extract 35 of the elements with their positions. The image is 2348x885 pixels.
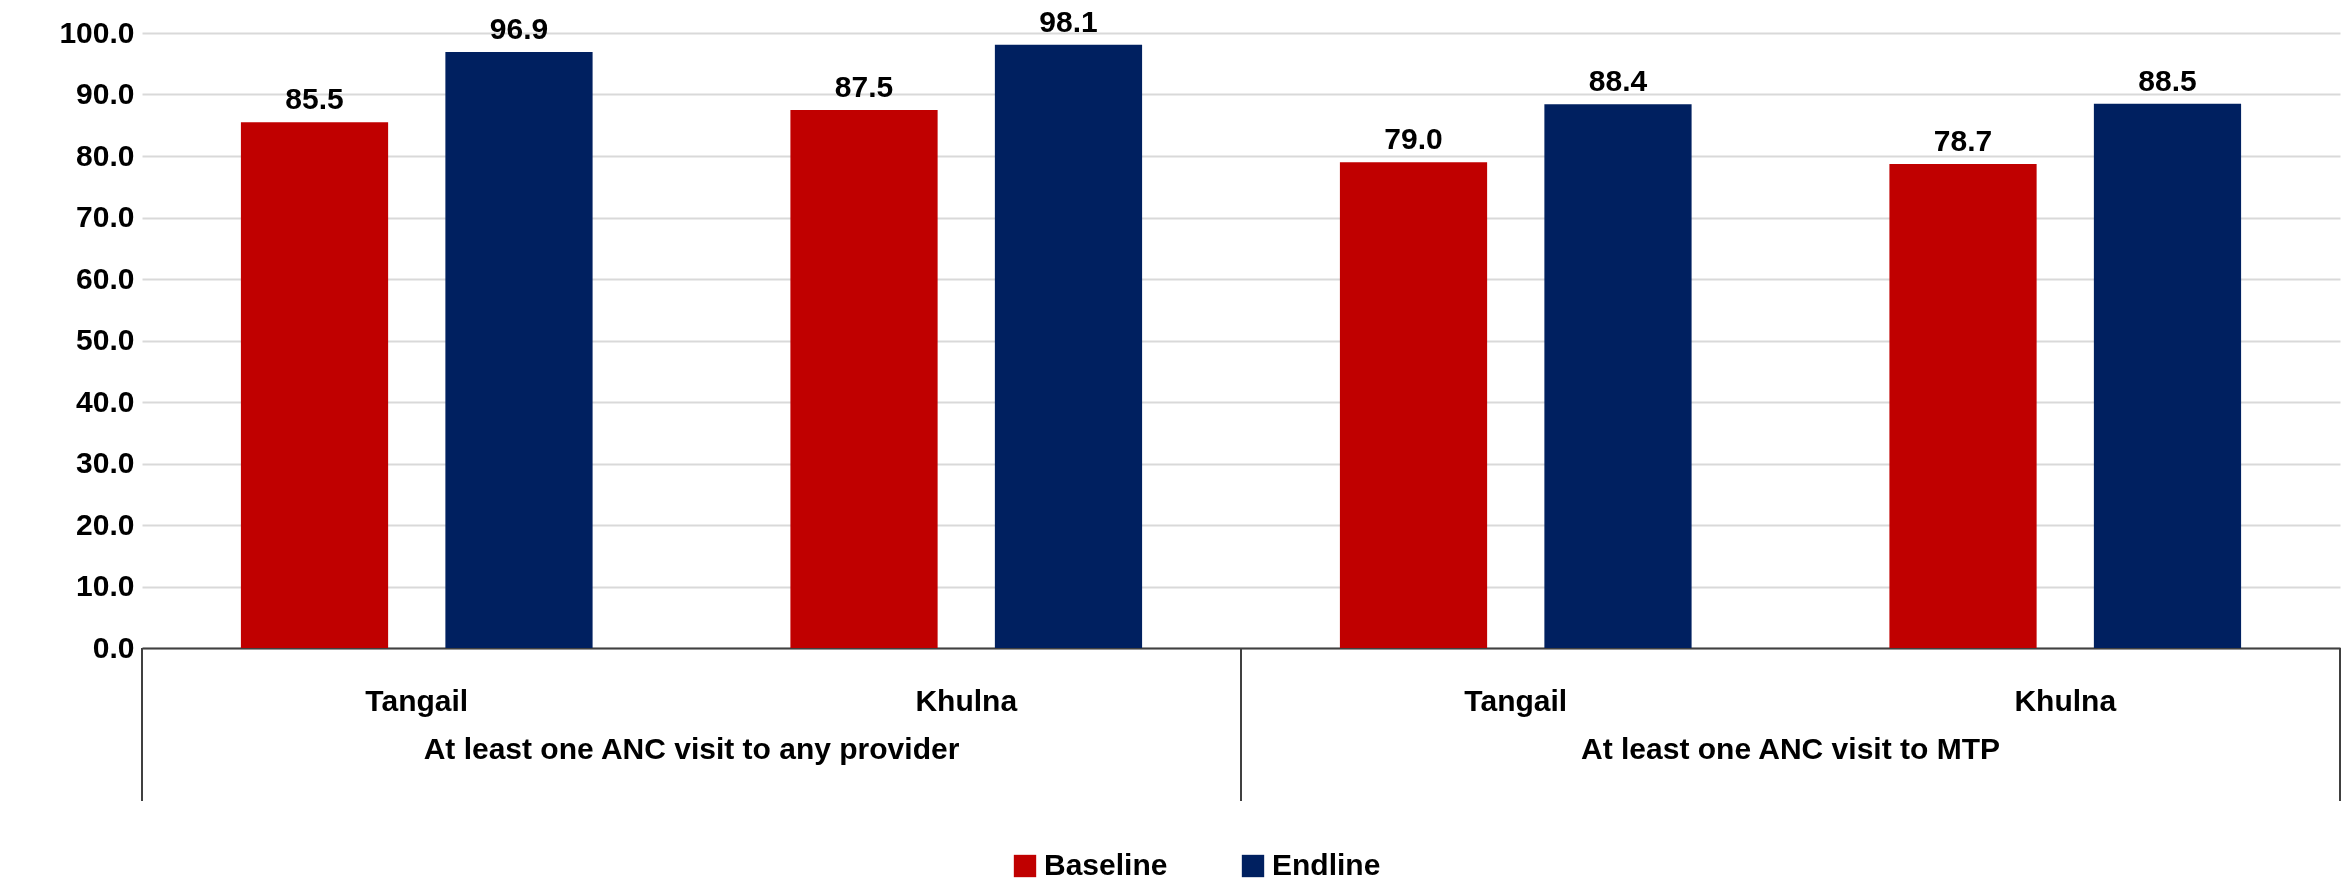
bar — [1339, 162, 1488, 648]
y-tick-label: 100.0 — [59, 15, 135, 49]
y-tick-label: 0.0 — [92, 630, 135, 664]
bar — [994, 44, 1143, 648]
data-label: 88.4 — [1588, 64, 1648, 98]
bar — [240, 122, 389, 648]
y-tick-label: 30.0 — [76, 446, 135, 479]
y-tick-label: 90.0 — [76, 77, 135, 110]
bar — [790, 109, 938, 648]
y-tick-label: 10.0 — [76, 569, 135, 602]
data-label: 96.9 — [489, 12, 549, 46]
data-label: 85.5 — [285, 82, 344, 116]
x-tick-label: Tangail — [1464, 683, 1568, 717]
data-label: 79.0 — [1384, 122, 1443, 156]
y-tick-label: 80.0 — [76, 138, 135, 172]
x-tick-label: Khulna — [915, 683, 1018, 717]
text: At least one ANC visit to any provider — [422, 732, 961, 766]
bar — [1544, 104, 1692, 648]
x-tick-label: Tangail — [365, 683, 469, 717]
legend-label: Baseline — [1044, 848, 1168, 881]
y-tick-label: 70.0 — [76, 200, 135, 233]
bar — [1889, 163, 2037, 648]
y-tick-label: 50.0 — [76, 323, 135, 356]
y-tick-label: 20.0 — [76, 507, 135, 541]
legend-label: Endline — [1272, 848, 1381, 881]
y-tick-label: 40.0 — [76, 384, 135, 418]
text: At least one ANC visit to MTP — [1580, 732, 2001, 766]
data-label: 87.5 — [834, 69, 894, 103]
y-tick-label: 60.0 — [76, 261, 135, 295]
data-label: 78.7 — [1933, 124, 1993, 157]
bar — [445, 52, 593, 648]
data-label: 98.1 — [1039, 4, 1098, 38]
x-tick-label: Khulna — [2014, 683, 2117, 717]
bar — [2093, 103, 2242, 648]
data-label: 88.5 — [2138, 63, 2197, 97]
